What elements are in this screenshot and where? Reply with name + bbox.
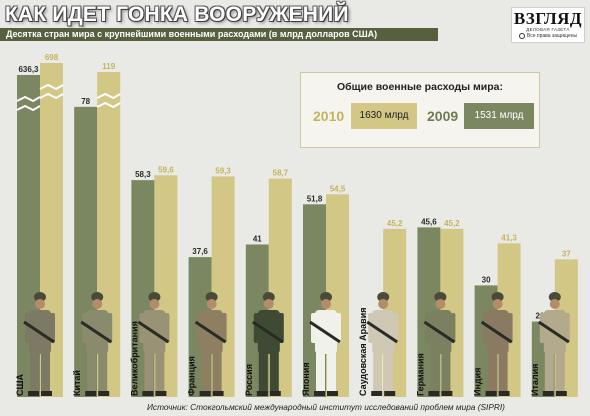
bar-break-mark-2010-1-0	[96, 92, 121, 100]
soldier-figure	[137, 292, 170, 396]
logo-rights: Все права защищены	[526, 33, 578, 39]
category-label-2: Великобритания	[129, 321, 139, 396]
legend-year-2009: 2009	[427, 108, 459, 124]
value-label-2009-3: 37,6	[192, 247, 208, 256]
brand-logo: ВЗГЛЯД ДЕЛОВАЯ ГАЗЕТА Все права защищены	[511, 7, 585, 43]
value-label-2009-5: 51,8	[307, 194, 323, 203]
logo-rights-row: Все права защищены	[512, 33, 584, 39]
soldier-figure	[23, 292, 55, 396]
value-label-2010-1: 119	[102, 62, 115, 71]
legend-value-2009: 1531 млрд	[464, 103, 534, 129]
legend-heading: Общие военные расходы мира:	[336, 81, 504, 93]
bar-break-mark-2010-1-1	[96, 101, 121, 109]
value-label-2009-1: 78	[81, 97, 90, 106]
value-label-2010-5: 54,5	[330, 184, 346, 193]
soldier-figure	[80, 292, 113, 396]
category-label-0: США	[15, 373, 25, 396]
category-label-4: Россия	[244, 364, 254, 396]
value-label-2009-0: 636,3	[18, 65, 39, 74]
category-label-7: Германия	[415, 353, 425, 396]
category-label-9: Италия	[530, 364, 540, 396]
value-label-2010-4: 58,7	[273, 169, 289, 178]
bar-break-mark-2009-0-0	[16, 95, 41, 103]
bar-break-mark-2010-0-0	[39, 83, 64, 91]
value-label-2010-2: 59,6	[158, 165, 174, 174]
soldier-figure	[366, 292, 399, 396]
category-label-3: Франция	[187, 356, 197, 396]
logo-name: ВЗГЛЯД	[513, 9, 583, 28]
value-label-2010-8: 41,3	[501, 233, 517, 242]
soldier-figure	[251, 292, 284, 396]
value-label-2010-9: 37	[562, 249, 571, 258]
logo-tagline: ДЕЛОВАЯ ГАЗЕТА	[526, 27, 570, 32]
chart-legend: Общие военные расходы мира: 2010 1630 мл…	[300, 72, 540, 148]
value-label-2010-3: 59,3	[215, 166, 231, 175]
category-label-6: Саудовская Аравия	[358, 307, 368, 396]
value-label-2009-4: 41	[253, 234, 262, 243]
soldier-figure	[423, 292, 456, 396]
bar-break-mark-2010-0-1	[39, 92, 64, 100]
source-note: Источник: Стокгольмский международный ин…	[147, 402, 505, 412]
page-title: КАК ИДЕТ ГОНКА ВООРУЖЕНИЙ	[5, 3, 349, 26]
soldier-figure	[309, 292, 341, 396]
soldier-figure	[480, 292, 513, 396]
soldier-figure	[537, 292, 570, 396]
legend-year-2010: 2010	[313, 108, 345, 124]
legend-value-2010: 1630 млрд	[351, 103, 417, 129]
copyright-icon	[518, 33, 525, 39]
value-label-2010-7: 45,2	[444, 219, 460, 228]
value-label-2010-0: 698	[45, 53, 59, 62]
subtitle-bar: Десятка стран мира с крупнейшими военным…	[0, 28, 438, 41]
category-label-1: Китай	[72, 370, 82, 396]
value-label-2009-2: 58,3	[135, 170, 151, 179]
value-label-2009-7: 45,6	[421, 217, 437, 226]
soldier-figure	[194, 292, 227, 396]
bar-break-mark-2009-0-1	[16, 104, 41, 112]
value-label-2009-8: 30	[482, 275, 491, 284]
category-label-5: Япония	[301, 362, 311, 396]
category-label-8: Индия	[473, 368, 483, 396]
value-label-2010-6: 45,2	[387, 219, 403, 228]
